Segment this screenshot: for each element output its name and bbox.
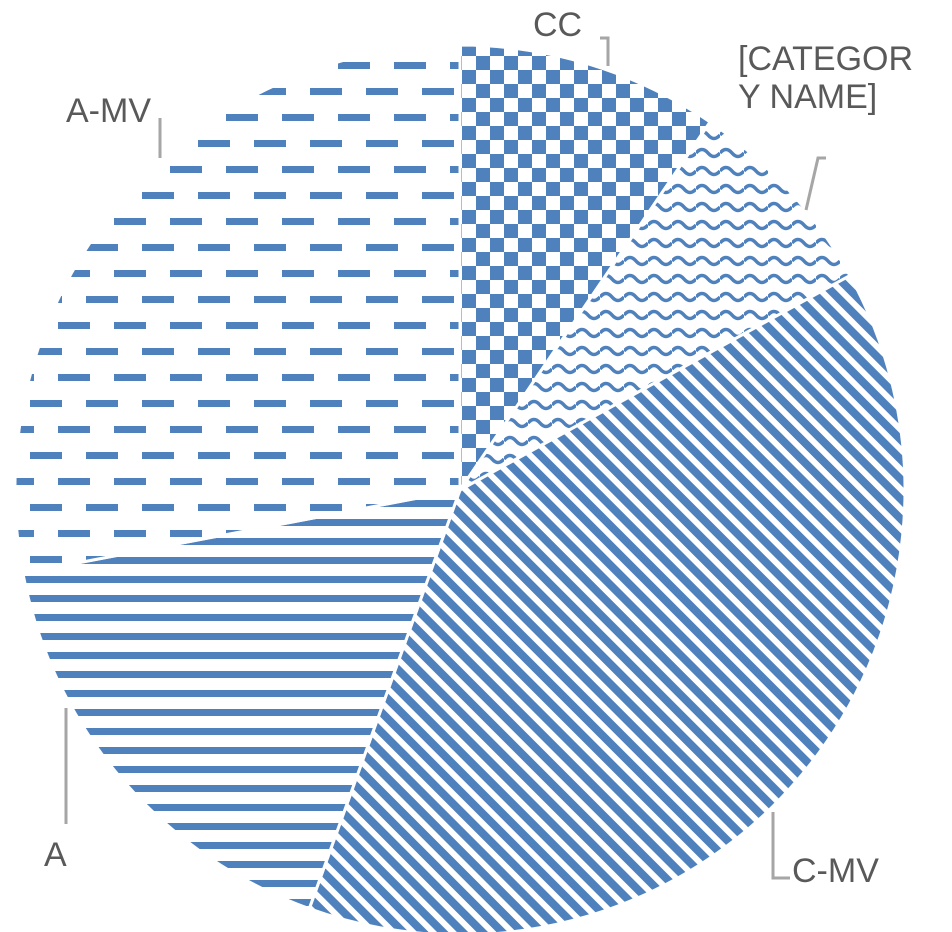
slice-label-line: CC [533,6,583,44]
pie-slice-cc [458,43,713,495]
slice-label-line: A-MV [66,92,151,130]
pie-slices [13,43,907,932]
pie-slice-a [21,488,463,911]
slice-label-category-name: [CATEGOR Y NAME] [738,40,913,116]
leader-line-category-name [804,156,826,211]
slice-label-line: Y NAME] [738,78,878,116]
slice-label-c-mv: C-MV [792,852,879,890]
pie-slice-c-mv [307,273,907,932]
slice-label-a-mv: A-MV [66,92,151,130]
slice-label-a: A [44,836,67,874]
leader-lines [64,36,826,880]
slice-label-line: C-MV [792,852,879,890]
leader-line-c-mv [771,812,790,880]
leader-line-cc [600,36,610,66]
slice-label-cc: CC [533,6,582,44]
pie-slice-a-mv [13,43,462,576]
pie-slice-category-name [458,119,852,492]
slice-label-line: [CATEGOR [738,40,914,78]
slice-label-line: A [44,836,67,874]
